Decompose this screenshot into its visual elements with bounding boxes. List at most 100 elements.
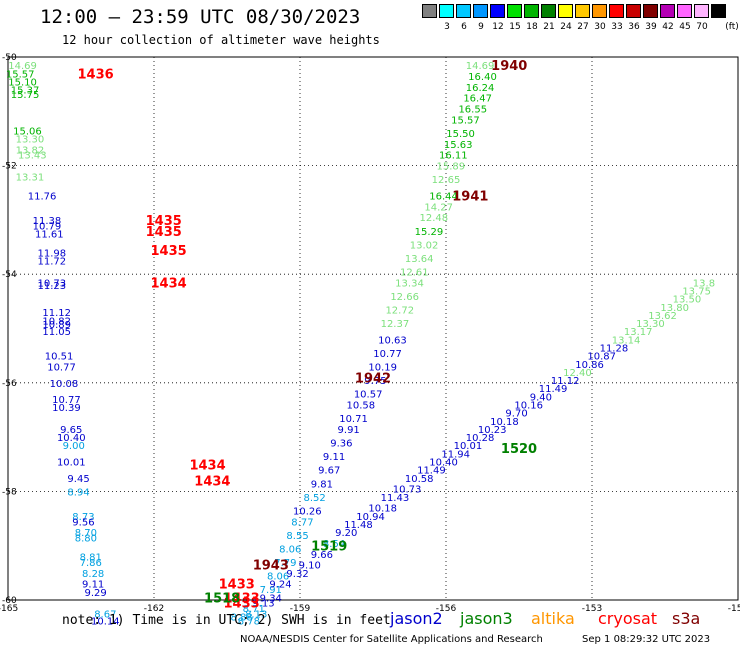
swh-value: 9.00 (63, 441, 85, 452)
legend-swatch (558, 4, 573, 18)
swh-value: 12.72 (385, 305, 414, 316)
swh-value: 9.40 (530, 392, 552, 403)
legend-label: 12 (492, 22, 504, 32)
swh-value: 16.55 (458, 105, 487, 116)
swh-value: 9.66 (311, 550, 333, 561)
pass-time-label: 1435 (146, 225, 182, 240)
legend-swatch (643, 4, 658, 18)
x-tick-label: -165 (0, 604, 18, 614)
swh-value: 12.48 (420, 213, 449, 224)
swh-value: 13.02 (410, 240, 439, 251)
swh-value: 8.71 (243, 604, 265, 615)
swh-value: 16.47 (463, 94, 492, 105)
swh-value: 12.61 (400, 267, 429, 278)
legend-label: 30 (594, 22, 606, 32)
swh-value: 13.17 (624, 327, 653, 338)
swh-value: 11.38 (33, 216, 62, 227)
swh-value: 9.34 (260, 593, 282, 604)
swh-value: 12.37 (381, 319, 410, 330)
swh-value: 9.91 (338, 425, 360, 436)
footer-note: note: 1) Time is in UTC; 2) SWH is in fe… (62, 613, 391, 628)
swh-value: 15.10 (8, 77, 37, 88)
mission-jason3: jason3 (460, 609, 513, 628)
y-tick-label: -60 (2, 596, 17, 606)
swh-value: 7.79 (274, 558, 296, 569)
swh-value: 10.18 (490, 417, 519, 428)
swh-value: 9.45 (67, 474, 89, 485)
legend-swatch (677, 4, 692, 18)
legend-swatch (660, 4, 675, 18)
swh-value: 11.49 (417, 466, 446, 477)
swh-value: 10.19 (368, 363, 397, 374)
swh-value: 8.13 (245, 610, 267, 621)
swh-value: 9.20 (335, 528, 357, 539)
swh-value: 15.37 (11, 86, 40, 97)
plot-frame (7, 56, 739, 601)
legend-swatch (524, 4, 539, 18)
swh-value: 11.43 (381, 493, 410, 504)
legend-label: 21 (543, 22, 555, 32)
swh-value: 7.86 (80, 558, 102, 569)
swh-value: 13.62 (648, 311, 677, 322)
swh-value: 11.05 (42, 327, 71, 338)
pass-time-label: 1943 (253, 559, 289, 574)
swh-value: 9.36 (330, 439, 352, 450)
swh-value: 10.87 (587, 352, 616, 363)
legend-label: 27 (577, 22, 589, 32)
swh-value: 7.91 (260, 585, 282, 596)
swh-value: 13.30 (16, 134, 45, 145)
legend-label: 3 (444, 22, 450, 32)
swh-value: 11.49 (539, 384, 568, 395)
swh-value: 11.12 (551, 376, 580, 387)
swh-value: 8.94 (67, 487, 89, 498)
swh-value: 11.61 (35, 229, 64, 240)
legend-label: 36 (628, 22, 640, 32)
x-tick-label: -156 (436, 604, 457, 614)
y-tick-label: -58 (2, 487, 17, 497)
legend-label: 15 (509, 22, 521, 32)
swh-value: 8.52 (303, 493, 325, 504)
footer-credit: NOAA/NESDIS Center for Satellite Applica… (240, 634, 543, 645)
x-tick-label: -153 (582, 604, 602, 614)
swh-value: 8.73 (72, 512, 94, 523)
pass-time-label: 1942 (355, 371, 391, 386)
swh-value: 13.8 (693, 278, 715, 289)
swh-value: 9.13 (252, 599, 274, 610)
legend-swatch (473, 4, 488, 18)
chart-title: 12:00 — 23:59 UTC 08/30/2023 (40, 6, 361, 28)
swh-value: 9.11 (323, 452, 345, 463)
swh-value: 11.76 (28, 191, 57, 202)
legend-label: 45 (679, 22, 691, 32)
swh-value: 13.80 (660, 303, 689, 314)
pass-time-label: 1433 (219, 578, 255, 593)
swh-value: 9.32 (286, 569, 308, 580)
swh-value: 16.44 (429, 191, 458, 202)
swh-value: 13.30 (636, 319, 665, 330)
pass-time-label: 1435 (151, 244, 187, 259)
swh-value: 16.11 (439, 151, 468, 162)
pass-time-label: 1434 (194, 475, 230, 490)
swh-value: 10.51 (45, 352, 74, 363)
swh-value: 15.29 (415, 227, 444, 238)
swh-value: 10.16 (514, 401, 543, 412)
y-tick-label: -52 (2, 162, 17, 172)
swh-value: 10.28 (466, 433, 495, 444)
swh-value: 10.14 (91, 617, 120, 628)
legend-swatch (626, 4, 641, 18)
x-tick-label: -162 (144, 604, 164, 614)
swh-value: 10.58 (405, 474, 434, 485)
legend-unit: (ft) (725, 22, 739, 32)
swh-value: 10.71 (339, 414, 368, 425)
swh-value: 8.88 (230, 612, 252, 623)
swh-value: 15.57 (451, 115, 480, 126)
legend-swatch (541, 4, 556, 18)
swh-value: 10.08 (50, 379, 79, 390)
swh-value: 15.63 (444, 140, 473, 151)
legend-label: 42 (662, 22, 674, 32)
pass-time-label: 1433 (224, 597, 260, 612)
swh-value: 10.01 (454, 441, 483, 452)
swh-value: 10.77 (52, 395, 81, 406)
swh-value: 13.82 (16, 145, 45, 156)
swh-value: 15.06 (13, 126, 42, 137)
